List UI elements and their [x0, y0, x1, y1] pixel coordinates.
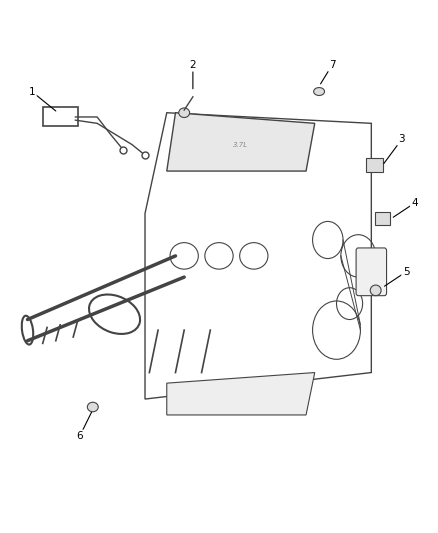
Text: 3: 3	[399, 134, 405, 144]
Ellipse shape	[314, 87, 325, 95]
Text: 1: 1	[28, 86, 35, 96]
Text: 4: 4	[412, 198, 418, 208]
Polygon shape	[167, 373, 315, 415]
FancyBboxPatch shape	[366, 158, 383, 172]
FancyBboxPatch shape	[375, 213, 390, 225]
Text: 6: 6	[76, 431, 83, 441]
Text: 3.7L: 3.7L	[233, 142, 248, 148]
Text: 2: 2	[190, 60, 196, 70]
Ellipse shape	[370, 285, 381, 296]
Ellipse shape	[179, 108, 190, 117]
Text: 5: 5	[403, 267, 410, 277]
Text: 7: 7	[329, 60, 336, 70]
Polygon shape	[167, 113, 315, 171]
FancyBboxPatch shape	[356, 248, 387, 296]
Ellipse shape	[87, 402, 98, 412]
